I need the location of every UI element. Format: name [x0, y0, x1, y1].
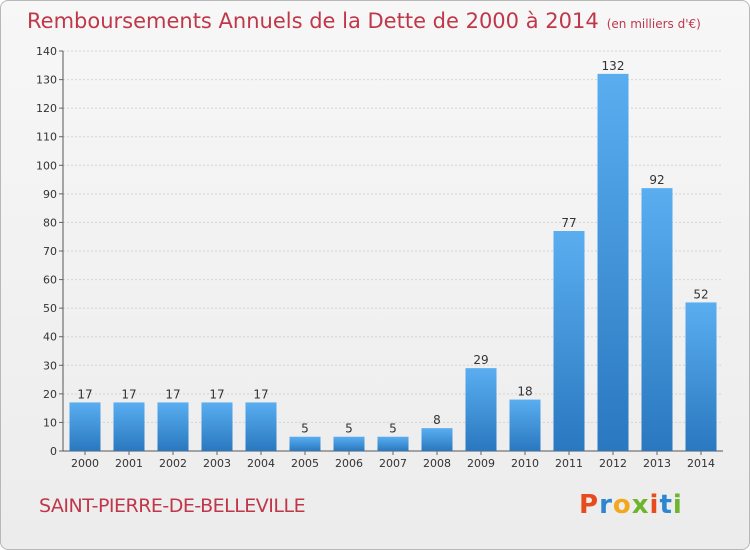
bar — [685, 302, 717, 451]
y-tick-label: 50 — [43, 302, 57, 315]
logo-letter: x — [631, 490, 650, 520]
x-tick-label: 2001 — [115, 457, 143, 470]
bar — [377, 436, 409, 451]
bar-value-label: 8 — [433, 413, 441, 427]
x-tick-label: 2000 — [71, 457, 99, 470]
bar-value-label: 5 — [389, 422, 397, 436]
logo-letter: r — [599, 490, 613, 520]
y-tick-label: 10 — [43, 416, 57, 429]
y-tick-label: 90 — [43, 188, 57, 201]
y-tick-label: 70 — [43, 245, 57, 258]
bar — [69, 402, 101, 451]
bar — [201, 402, 233, 451]
y-tick-label: 140 — [36, 45, 57, 58]
bar-value-label: 17 — [165, 387, 180, 401]
bar-value-label: 17 — [253, 387, 268, 401]
x-tick-label: 2009 — [467, 457, 495, 470]
bar-value-label: 29 — [473, 353, 488, 367]
x-tick-label: 2014 — [687, 457, 715, 470]
bar — [157, 402, 189, 451]
bar — [289, 436, 321, 451]
y-tick-label: 20 — [43, 388, 57, 401]
chart-subtitle: (en milliers d'€) — [606, 17, 701, 31]
logo-letter: t — [659, 490, 673, 520]
bar — [641, 188, 673, 451]
bar — [421, 428, 453, 451]
y-tick-label: 130 — [36, 74, 57, 87]
x-tick-label: 2012 — [599, 457, 627, 470]
bar — [245, 402, 277, 451]
commune-name: SAINT-PIERRE-DE-BELLEVILLE — [39, 495, 306, 517]
x-tick-label: 2005 — [291, 457, 319, 470]
y-tick-label: 0 — [50, 445, 57, 458]
bar — [597, 73, 629, 451]
bar-value-label: 17 — [121, 387, 136, 401]
bar — [113, 402, 145, 451]
chart-title-text: Remboursements Annuels de la Dette de 20… — [27, 9, 599, 33]
x-tick-label: 2011 — [555, 457, 583, 470]
bar-value-label: 77 — [561, 216, 576, 230]
labels: 0 10 20 30 40 50 60 70 80 90 100 110 120 130 140 17 2000… — [36, 45, 715, 470]
bar — [465, 368, 497, 451]
x-tick-label: 2003 — [203, 457, 231, 470]
y-tick-label: 40 — [43, 331, 57, 344]
bar — [509, 399, 541, 451]
bar-value-label: 5 — [301, 422, 309, 436]
x-tick-label: 2002 — [159, 457, 187, 470]
logo-letter: P — [579, 490, 600, 520]
logo-letter: o — [612, 490, 632, 520]
x-tick-label: 2007 — [379, 457, 407, 470]
x-tick-label: 2010 — [511, 457, 539, 470]
y-tick-label: 110 — [36, 131, 57, 144]
x-tick-label: 2008 — [423, 457, 451, 470]
bar-value-label: 92 — [649, 173, 664, 187]
bar-value-label: 52 — [693, 287, 708, 301]
logo-letter: i — [672, 490, 683, 520]
x-tick-label: 2013 — [643, 457, 671, 470]
bars — [69, 73, 717, 451]
bar-value-label: 18 — [517, 385, 532, 399]
x-tick-label: 2004 — [247, 457, 275, 470]
bar-value-label: 17 — [77, 387, 92, 401]
y-tick-label: 60 — [43, 274, 57, 287]
proxiti-logo: Proxiti — [579, 490, 683, 520]
bar-value-label: 132 — [602, 59, 625, 73]
x-tick-label: 2006 — [335, 457, 363, 470]
y-tick-label: 80 — [43, 216, 57, 229]
bar-value-label: 17 — [209, 387, 224, 401]
y-tick-label: 100 — [36, 159, 57, 172]
bar-value-label: 5 — [345, 422, 353, 436]
y-tick-label: 120 — [36, 102, 57, 115]
chart-title: Remboursements Annuels de la Dette de 20… — [27, 9, 701, 33]
y-tick-label: 30 — [43, 359, 57, 372]
logo-letter: i — [649, 490, 660, 520]
bar — [553, 231, 585, 451]
bar — [333, 436, 365, 451]
